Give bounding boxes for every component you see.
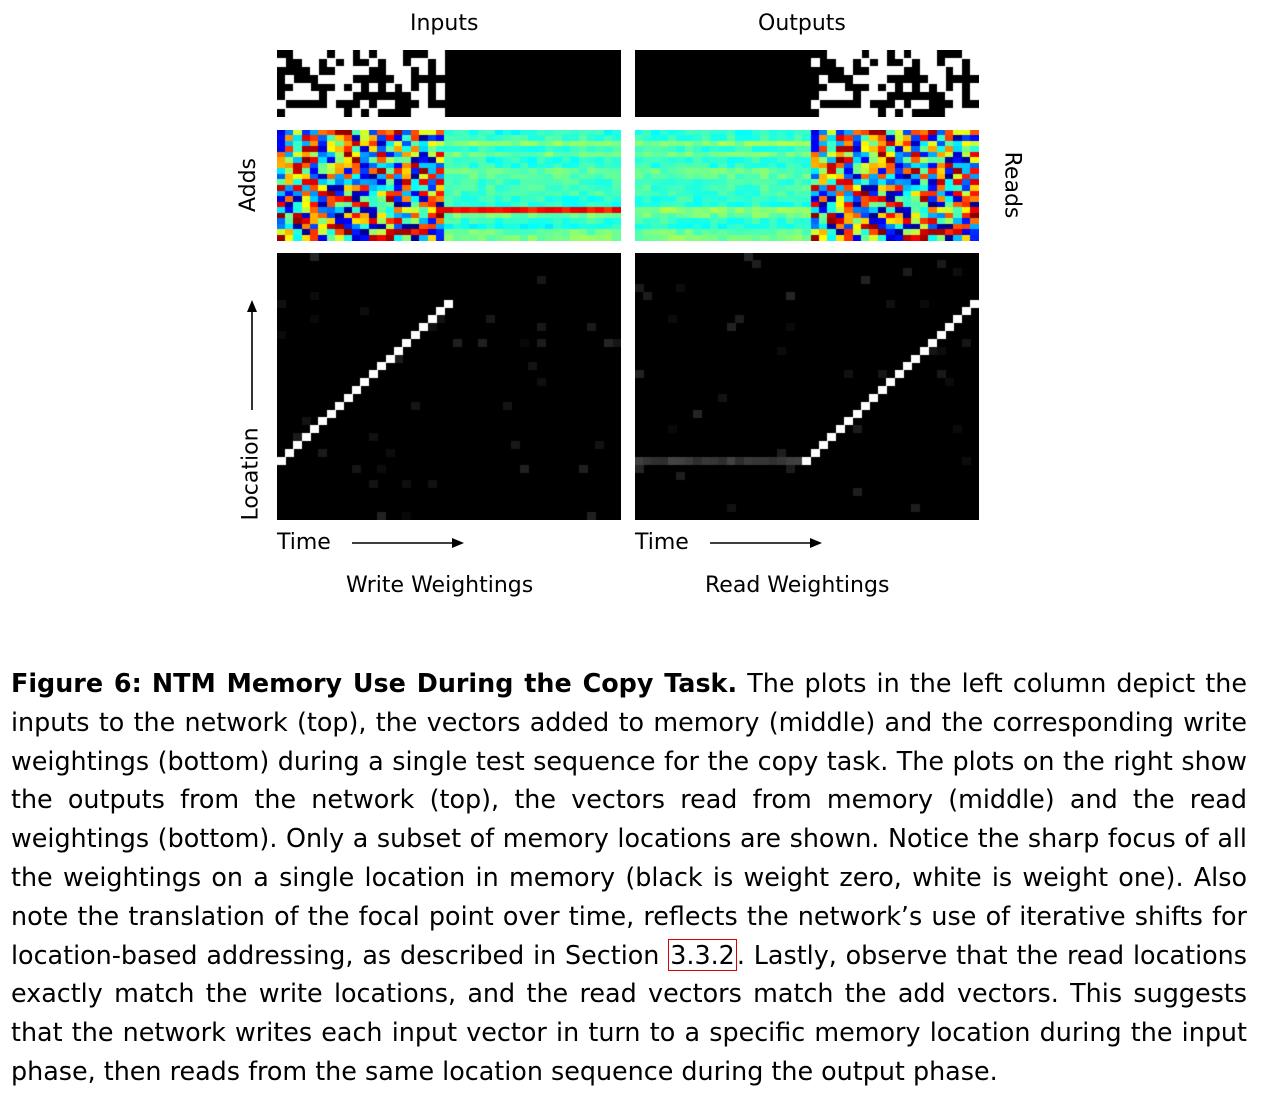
outputs-heatmap (635, 50, 979, 117)
inputs-panel (277, 50, 621, 117)
read-weightings-panel (635, 253, 979, 520)
adds-heatmap (277, 130, 621, 241)
write-weightings-heatmap (277, 253, 621, 520)
reads-panel (635, 130, 979, 241)
time-arrow-right-icon (710, 538, 822, 548)
location-label: Location (238, 427, 264, 521)
read-weightings-title: Read Weightings (705, 573, 890, 598)
time-label-left: Time (277, 530, 331, 555)
read-weightings-heatmap (635, 253, 979, 520)
caption-body: The plots in the left column depict the … (11, 668, 1248, 970)
time-arrow-left-icon (352, 538, 464, 548)
caption-body-end: . Lastly, observe that the read location… (11, 939, 1247, 1086)
caption-title: NTM Memory Use During the Copy Task. (151, 668, 738, 698)
reads-label: Reads (999, 151, 1025, 219)
caption-label: Figure 6: (11, 668, 142, 698)
adds-panel (277, 130, 621, 241)
section-reference-link[interactable]: 3.3.2 (668, 938, 737, 971)
time-label-right: Time (635, 530, 689, 555)
write-weightings-title: Write Weightings (346, 573, 534, 598)
adds-label: Adds (236, 157, 262, 213)
inputs-heatmap (277, 50, 621, 117)
write-weightings-panel (277, 253, 621, 520)
outputs-title: Outputs (758, 11, 846, 36)
inputs-title: Inputs (410, 11, 479, 36)
outputs-panel (635, 50, 979, 117)
figure-caption: Figure 6: NTM Memory Use During the Copy… (11, 664, 1247, 1091)
location-arrow-icon (247, 300, 257, 410)
reads-heatmap (635, 130, 979, 241)
